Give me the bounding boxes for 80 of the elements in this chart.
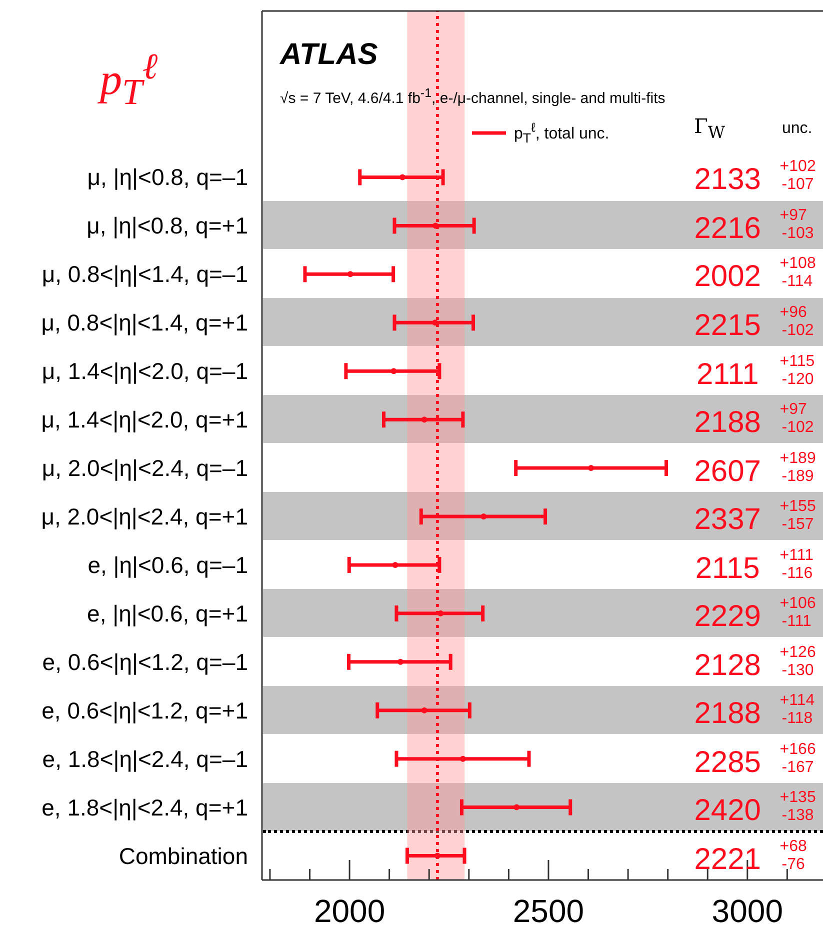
annotation: 2337 xyxy=(694,503,761,536)
annotation: +97 xyxy=(780,401,807,418)
annotation: -116 xyxy=(782,564,813,582)
annotation: -107 xyxy=(782,176,814,194)
annotation: -120 xyxy=(782,370,814,388)
annotation: -189 xyxy=(782,468,814,485)
annotation: +108 xyxy=(780,255,816,272)
annotation: +111 xyxy=(780,546,814,564)
point xyxy=(434,852,440,859)
y-tick-label: e, |η|<0.6, q=+1 xyxy=(87,600,248,626)
annotation: 2607 xyxy=(694,454,761,488)
annotation: -111 xyxy=(782,613,812,630)
annotation: -118 xyxy=(782,710,813,728)
point xyxy=(390,368,397,374)
annotation: 2002 xyxy=(694,260,761,294)
y-tick-label: e, 0.6<|η|<1.2, q=+1 xyxy=(42,697,248,724)
annotation: -114 xyxy=(782,273,813,290)
annotation: +155 xyxy=(780,498,816,516)
annotation: 2115 xyxy=(695,552,760,585)
annotation: -130 xyxy=(782,662,814,679)
annotation: -157 xyxy=(782,516,814,534)
point xyxy=(480,514,487,520)
annotation: +166 xyxy=(780,740,816,758)
annotation: 2420 xyxy=(694,794,761,828)
y-tick-label: μ, |η|<0.8, q=+1 xyxy=(86,212,248,239)
annotation: -102 xyxy=(782,322,814,339)
y-tick-label: e, |η|<0.6, q=–1 xyxy=(88,552,248,578)
point xyxy=(514,804,520,810)
annotation: +114 xyxy=(780,692,815,710)
annotation: +96 xyxy=(780,304,807,321)
annotation: 2128 xyxy=(694,648,761,682)
annotation: 2229 xyxy=(694,600,761,634)
legend-label: p$_{T}$$^{ℓ}$, total unc. xyxy=(514,120,610,146)
point xyxy=(399,174,406,180)
annotation: -103 xyxy=(782,224,814,242)
annotation: +189 xyxy=(780,450,816,467)
y-tick-label: μ, 2.0<|η|<2.4, q=+1 xyxy=(41,504,248,530)
annotation: -167 xyxy=(782,758,814,776)
y-tick-label: μ, 0.8<|η|<1.4, q=–1 xyxy=(42,261,248,288)
text: unc. xyxy=(782,120,812,137)
y-tick-label: μ, 0.8<|η|<1.4, q=+1 xyxy=(41,310,248,336)
annotation: -138 xyxy=(782,807,814,824)
annotation: +126 xyxy=(780,644,816,661)
annotation: +102 xyxy=(780,158,816,176)
annotation: -102 xyxy=(782,419,814,436)
text: Γ$_{W}$ xyxy=(694,114,726,142)
annotation: 2215 xyxy=(694,308,761,342)
y-tick-label: μ, 2.0<|η|<2.4, q=–1 xyxy=(42,455,248,482)
x-tick-label: 2000 xyxy=(314,893,386,929)
text: ATLAS xyxy=(280,38,378,71)
annotation: 2285 xyxy=(694,746,761,779)
y-tick-label: μ, 1.4<|η|<2.0, q=+1 xyxy=(41,406,248,433)
y-tick-label: μ, 1.4<|η|<2.0, q=–1 xyxy=(42,358,248,384)
annotation: +115 xyxy=(780,352,815,370)
y-tick-label: μ, |η|<0.8, q=–1 xyxy=(87,164,248,190)
point xyxy=(421,707,428,714)
annotation: 2216 xyxy=(694,212,761,245)
annotation: 2133 xyxy=(694,163,761,196)
annotation: +106 xyxy=(780,595,816,612)
annotation: +135 xyxy=(780,789,816,806)
x-tick-label: 3000 xyxy=(712,893,783,929)
x-tick-label: 2500 xyxy=(512,893,584,929)
y-tick-label: Combination xyxy=(118,842,248,869)
annotation: 2188 xyxy=(694,406,761,440)
annotation: 2221 xyxy=(694,842,761,876)
y-tick-label: e, 1.8<|η|<2.4, q=+1 xyxy=(42,794,248,820)
annotation: 2188 xyxy=(694,697,761,730)
point xyxy=(421,416,428,423)
annotation: +97 xyxy=(780,206,807,224)
annotation: +68 xyxy=(780,838,807,855)
point xyxy=(432,222,438,229)
point xyxy=(397,658,404,665)
point xyxy=(392,562,398,568)
annotation: -76 xyxy=(782,856,805,873)
chart-subtitle: √s = 7 TeV, 4.6/4.1 fb$^{-1}$, e-/μ-channel, single- and multi-fits xyxy=(280,86,666,107)
point xyxy=(460,756,466,762)
y-tick-label: e, 0.6<|η|<1.2, q=–1 xyxy=(42,648,248,675)
point xyxy=(347,271,354,278)
y-tick-label: e, 1.8<|η|<2.4, q=–1 xyxy=(42,746,248,772)
annotation: 2111 xyxy=(696,358,759,391)
